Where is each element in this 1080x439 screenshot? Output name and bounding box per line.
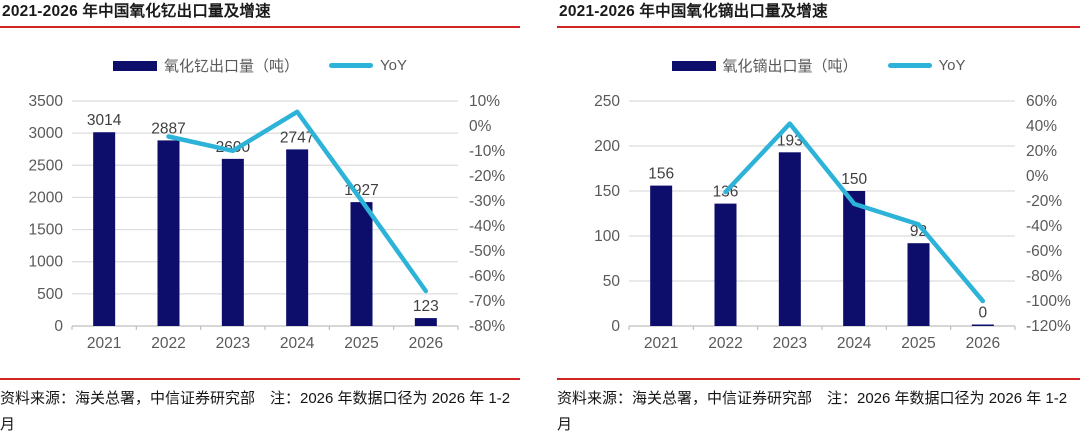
chart-panel-dysprosium-oxide: 2021-2026 年中国氧化镝出口量及增速 氧化镝出口量（吨） YoY 0 50… [557, 0, 1080, 439]
svg-text:3014: 3014 [87, 112, 122, 129]
svg-text:-30%: -30% [469, 193, 505, 210]
chart-title: 2021-2026 年中国氧化钇出口量及增速 [0, 0, 520, 28]
svg-text:2026: 2026 [966, 335, 1000, 352]
svg-text:2021: 2021 [87, 335, 121, 352]
svg-text:1000: 1000 [29, 254, 64, 271]
svg-text:-120%: -120% [1026, 318, 1071, 335]
svg-text:-80%: -80% [1026, 268, 1062, 285]
svg-text:123: 123 [413, 298, 439, 315]
svg-text:50: 50 [603, 273, 621, 290]
svg-text:3000: 3000 [29, 125, 64, 142]
bar-series-label: 氧化钇出口量（吨） [164, 58, 300, 76]
bar-series-swatch-icon [671, 60, 716, 71]
svg-text:2024: 2024 [837, 335, 872, 352]
svg-text:2022: 2022 [708, 335, 742, 352]
chart-legend: 氧化钇出口量（吨） YoY [0, 55, 520, 77]
svg-text:2021: 2021 [644, 335, 678, 352]
svg-text:10%: 10% [469, 93, 500, 110]
legend-item-bar-series: 氧化钇出口量（吨） [113, 55, 299, 76]
svg-text:-20%: -20% [469, 168, 505, 185]
bar-series-label: 氧化镝出口量（吨） [722, 58, 858, 76]
svg-text:-10%: -10% [469, 143, 505, 160]
svg-text:0: 0 [54, 318, 63, 335]
combo-chart-yttrium-oxide: 0 500 1000 1500 2000 2500 3000 3500 10% 0% -10% -20… [29, 93, 506, 352]
svg-text:0%: 0% [469, 118, 492, 135]
svg-text:-40%: -40% [469, 218, 505, 235]
svg-text:150: 150 [594, 183, 620, 200]
svg-text:-100%: -100% [1026, 293, 1071, 310]
svg-text:2500: 2500 [29, 157, 64, 174]
svg-text:250: 250 [594, 93, 620, 110]
legend-item-line-series: YoY [887, 57, 966, 75]
svg-text:-70%: -70% [469, 293, 505, 310]
svg-text:193: 193 [777, 132, 803, 149]
chart-title: 2021-2026 年中国氧化镝出口量及增速 [557, 0, 1080, 28]
svg-text:-50%: -50% [469, 243, 505, 260]
line-series-swatch-icon [329, 63, 374, 69]
svg-text:1500: 1500 [29, 221, 64, 238]
chart-legend: 氧化镝出口量（吨） YoY [557, 55, 1080, 77]
svg-text:20%: 20% [1026, 143, 1057, 160]
line-series-swatch-icon [887, 63, 932, 69]
svg-text:200: 200 [594, 138, 620, 155]
svg-text:0: 0 [611, 318, 620, 335]
svg-text:150: 150 [841, 171, 867, 188]
svg-text:3500: 3500 [29, 93, 64, 110]
svg-text:-40%: -40% [1026, 218, 1062, 235]
bar-series-swatch-icon [113, 60, 157, 71]
svg-text:40%: 40% [1026, 118, 1057, 135]
svg-text:2025: 2025 [344, 335, 378, 352]
legend-item-bar-series: 氧化镝出口量（吨） [671, 55, 858, 76]
source-note: 资料来源：海关总署，中信证券研究部 注：2026 年数据口径为 2026 年 1… [557, 377, 1080, 439]
legend-item-line-series: YoY [329, 57, 407, 74]
source-note: 资料来源：海关总署，中信证券研究部 注：2026 年数据口径为 2026 年 1… [0, 377, 520, 439]
svg-text:0: 0 [979, 304, 988, 321]
svg-text:2025: 2025 [901, 335, 935, 352]
svg-text:0%: 0% [1026, 168, 1049, 185]
svg-text:2022: 2022 [151, 335, 185, 352]
svg-text:156: 156 [648, 165, 674, 182]
svg-text:-20%: -20% [1026, 193, 1062, 210]
svg-text:-60%: -60% [469, 268, 505, 285]
svg-text:2000: 2000 [29, 189, 64, 206]
svg-text:2747: 2747 [280, 129, 314, 146]
svg-text:60%: 60% [1026, 93, 1057, 110]
svg-text:500: 500 [37, 286, 63, 303]
line-series-label: YoY [938, 57, 966, 75]
svg-text:-80%: -80% [469, 318, 505, 335]
svg-text:2024: 2024 [280, 335, 315, 352]
svg-text:100: 100 [594, 228, 620, 245]
svg-text:-60%: -60% [1026, 243, 1062, 260]
svg-text:2026: 2026 [409, 335, 443, 352]
combo-chart-dysprosium-oxide: 0 50 100 150 200 250 60% 40% 20% 0% -20% -40% -60% -8… [594, 93, 1071, 352]
chart-panel-yttrium-oxide: 2021-2026 年中国氧化钇出口量及增速 氧化钇出口量（吨） YoY 0 50… [0, 0, 520, 439]
line-series-label: YoY [380, 57, 407, 75]
svg-text:2023: 2023 [773, 335, 807, 352]
svg-text:2887: 2887 [151, 120, 185, 137]
svg-text:2023: 2023 [216, 335, 250, 352]
